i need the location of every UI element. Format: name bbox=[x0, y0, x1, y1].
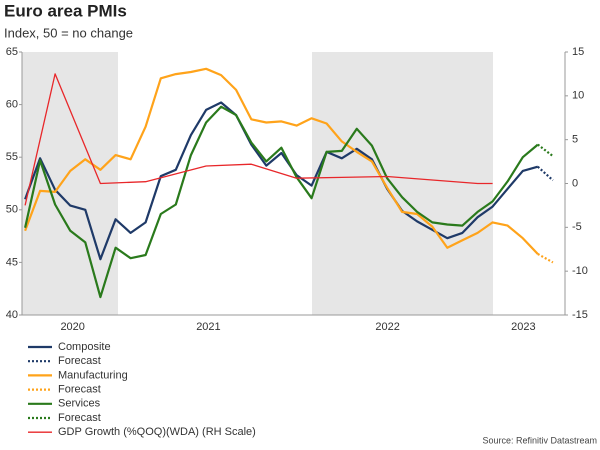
y2-tick-label: 15 bbox=[572, 46, 584, 58]
legend-label: Services bbox=[58, 398, 101, 410]
y-tick-label: 45 bbox=[6, 256, 18, 268]
y2-tick-label: -5 bbox=[572, 221, 582, 233]
x-tick-label: 2021 bbox=[196, 321, 220, 333]
series-line bbox=[24, 105, 539, 299]
chart-title: Euro area PMIs bbox=[4, 1, 127, 20]
legend-label: Manufacturing bbox=[58, 369, 128, 381]
y2-tick-label: 10 bbox=[572, 90, 584, 102]
y-tick-label: 40 bbox=[6, 309, 18, 321]
chart-subtitle: Index, 50 = no change bbox=[4, 25, 133, 40]
series-line bbox=[24, 73, 493, 206]
y2-tick-label: -10 bbox=[572, 265, 588, 277]
series-line bbox=[537, 143, 554, 157]
y2-tick-label: -15 bbox=[572, 309, 588, 321]
y2-tick-label: 0 bbox=[572, 177, 578, 189]
x-tick-label: 2022 bbox=[375, 321, 399, 333]
series-line bbox=[537, 253, 554, 264]
legend-label: GDP Growth (%QOQ)(WDA) (RH Scale) bbox=[58, 426, 256, 438]
legend-label: Forecast bbox=[58, 412, 101, 424]
x-tick-label: 2020 bbox=[60, 321, 84, 333]
y-tick-label: 50 bbox=[6, 204, 18, 216]
source: Source: Refinitiv Datastream bbox=[482, 435, 597, 445]
year-shade bbox=[312, 52, 493, 315]
y-tick-label: 65 bbox=[6, 46, 18, 58]
x-tick-label: 2023 bbox=[511, 321, 535, 333]
series-line bbox=[24, 101, 539, 261]
series-line bbox=[537, 165, 554, 182]
y-tick-label: 60 bbox=[6, 99, 18, 111]
legend-label: Composite bbox=[58, 341, 111, 353]
series-line bbox=[24, 67, 539, 255]
legend-label: Forecast bbox=[58, 384, 101, 396]
y-tick-label: 55 bbox=[6, 151, 18, 163]
legend-label: Forecast bbox=[58, 355, 101, 367]
y2-tick-label: 5 bbox=[572, 134, 578, 146]
